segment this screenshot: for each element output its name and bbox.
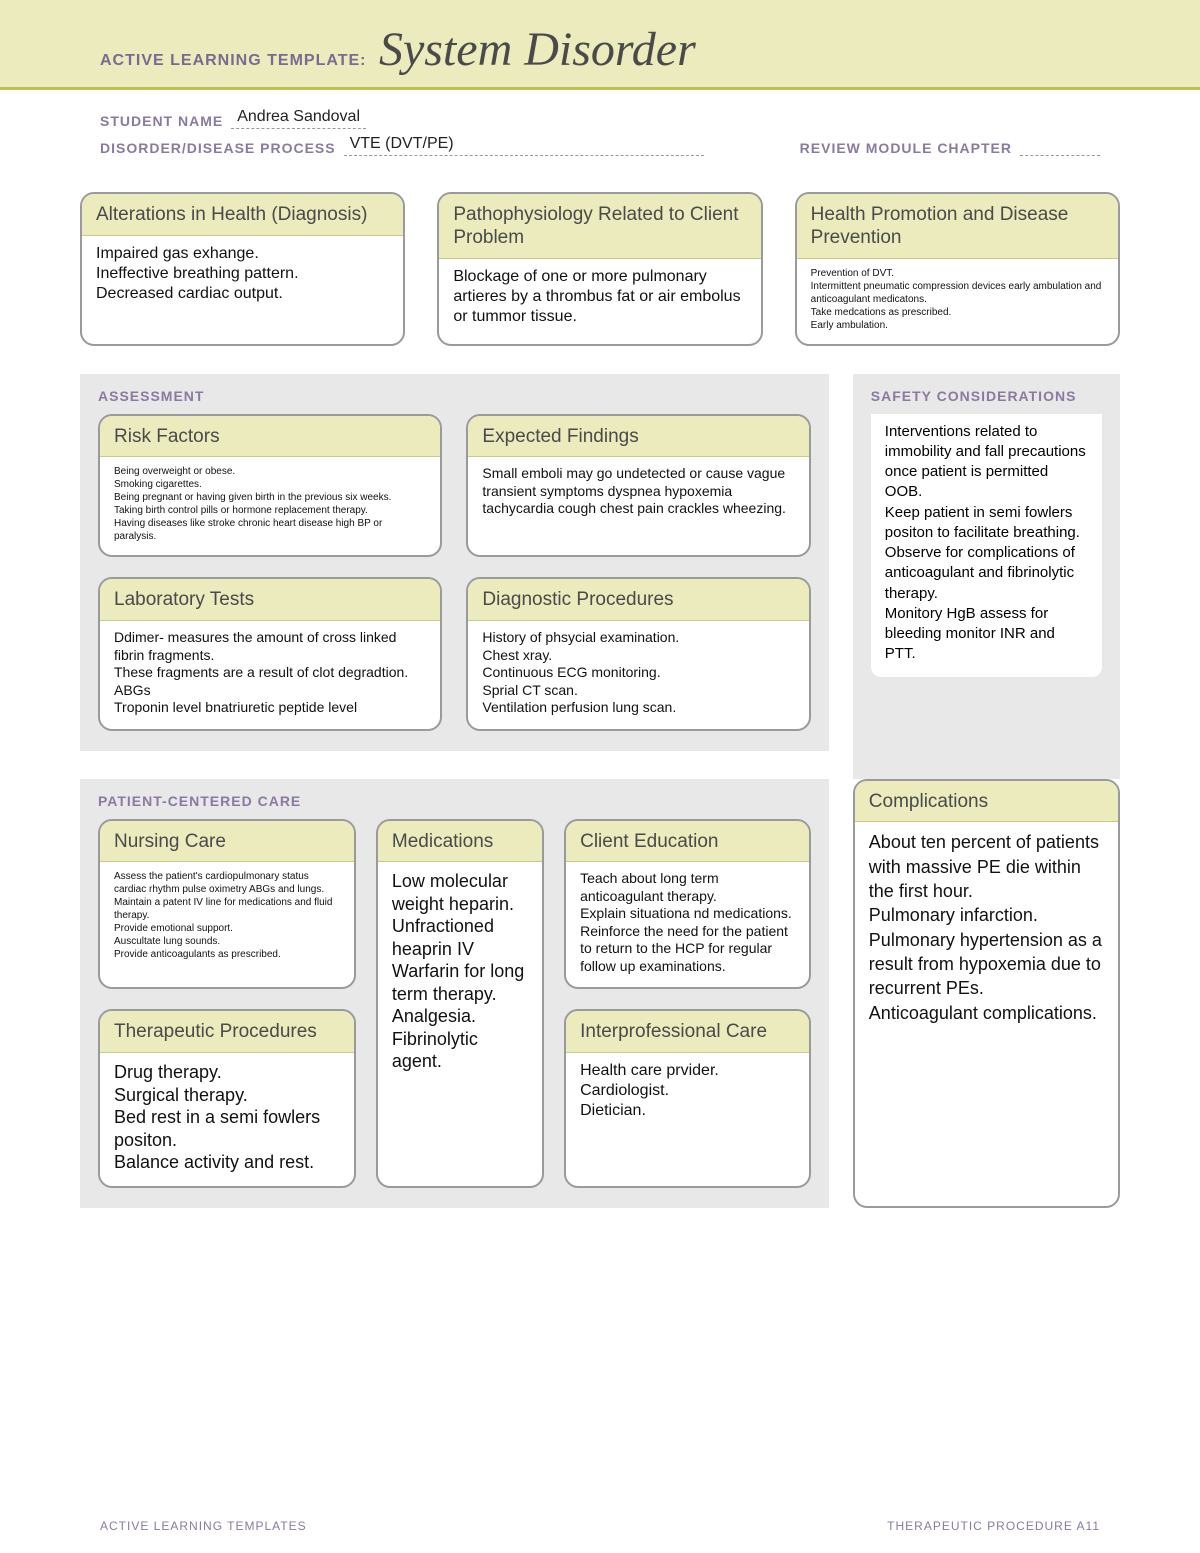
chapter-field[interactable] — [1020, 153, 1100, 156]
assessment-wrap: ASSESSMENT Risk Factors Being overweight… — [80, 374, 1120, 779]
interprof-body: Health care prvider. Cardiologist. Dieti… — [566, 1053, 809, 1186]
meds-body: Low molecular weight heparin. Unfraction… — [378, 862, 542, 1185]
nursing-title: Nursing Care — [100, 821, 354, 863]
patho-title: Pathophysiology Related to Client Proble… — [439, 194, 760, 259]
therapeutic-card: Therapeutic Procedures Drug therapy. Sur… — [98, 1009, 356, 1187]
meta-block: STUDENT NAME Andrea Sandoval DISORDER/DI… — [0, 90, 1200, 172]
findings-title: Expected Findings — [468, 416, 808, 458]
risk-card: Risk Factors Being overweight or obese. … — [98, 414, 442, 558]
patho-card: Pathophysiology Related to Client Proble… — [437, 192, 762, 346]
edu-card: Client Education Teach about long term a… — [564, 819, 811, 990]
labs-body: Ddimer- measures the amount of cross lin… — [100, 621, 440, 729]
disorder-label: DISORDER/DISEASE PROCESS — [100, 140, 336, 156]
nursing-body: Assess the patient's cardiopulmonary sta… — [100, 862, 354, 987]
health-promo-body: Prevention of DVT. Intermittent pneumati… — [797, 259, 1118, 344]
findings-card: Expected Findings Small emboli may go un… — [466, 414, 810, 558]
patho-body: Blockage of one or more pulmonary artier… — [439, 259, 760, 344]
edu-body: Teach about long term anticoagulant ther… — [566, 862, 809, 987]
nursing-card: Nursing Care Assess the patient's cardio… — [98, 819, 356, 990]
page-title: System Disorder — [379, 23, 696, 76]
disorder-row: DISORDER/DISEASE PROCESS VTE (DVT/PE) RE… — [100, 135, 1100, 156]
diag-card: Diagnostic Procedures History of phsycia… — [466, 577, 810, 730]
student-name-label: STUDENT NAME — [100, 113, 223, 129]
top-row: Alterations in Health (Diagnosis) Impair… — [80, 192, 1120, 346]
labs-card: Laboratory Tests Ddimer- measures the am… — [98, 577, 442, 730]
pcc-wrap: PATIENT-CENTERED CARE Nursing Care Asses… — [80, 779, 1120, 1208]
meds-title: Medications — [378, 821, 542, 863]
pcc-section: PATIENT-CENTERED CARE Nursing Care Asses… — [80, 779, 829, 1208]
alterations-title: Alterations in Health (Diagnosis) — [82, 194, 403, 236]
health-promo-card: Health Promotion and Disease Prevention … — [795, 192, 1120, 346]
assessment-label: ASSESSMENT — [98, 388, 811, 404]
complications-title: Complications — [855, 781, 1118, 823]
meds-card: Medications Low molecular weight heparin… — [376, 819, 544, 1188]
findings-body: Small emboli may go undetected or cause … — [468, 457, 808, 555]
diag-body: History of phsycial examination. Chest x… — [468, 621, 808, 729]
edu-title: Client Education — [566, 821, 809, 863]
interprof-title: Interprofessional Care — [566, 1011, 809, 1053]
footer-left: ACTIVE LEARNING TEMPLATES — [100, 1519, 307, 1533]
interprof-card: Interprofessional Care Health care prvid… — [564, 1009, 811, 1187]
labs-title: Laboratory Tests — [100, 579, 440, 621]
pcc-grid: Nursing Care Assess the patient's cardio… — [98, 819, 811, 1188]
alterations-body: Impaired gas exhange. Ineffective breath… — [82, 236, 403, 344]
assessment-section: ASSESSMENT Risk Factors Being overweight… — [80, 374, 829, 751]
health-promo-title: Health Promotion and Disease Prevention — [797, 194, 1118, 259]
header-prefix: ACTIVE LEARNING TEMPLATE: — [100, 52, 366, 69]
content: Alterations in Health (Diagnosis) Impair… — [0, 172, 1200, 1208]
complications-body: About ten percent of patients with massi… — [855, 822, 1118, 1205]
page: ACTIVE LEARNING TEMPLATE: System Disorde… — [0, 0, 1200, 1553]
complications-card: Complications About ten percent of patie… — [853, 779, 1120, 1208]
student-name-field[interactable]: Andrea Sandoval — [231, 108, 366, 129]
footer-right: THERAPEUTIC PROCEDURE A11 — [887, 1519, 1100, 1533]
safety-label: SAFETY CONSIDERATIONS — [871, 388, 1102, 404]
risk-body: Being overweight or obese. Smoking cigar… — [100, 457, 440, 555]
therapeutic-title: Therapeutic Procedures — [100, 1011, 354, 1053]
safety-section: SAFETY CONSIDERATIONS Interventions rela… — [853, 374, 1120, 779]
disorder-field[interactable]: VTE (DVT/PE) — [344, 135, 704, 156]
safety-column: SAFETY CONSIDERATIONS Interventions rela… — [853, 374, 1120, 779]
alterations-card: Alterations in Health (Diagnosis) Impair… — [80, 192, 405, 346]
footer: ACTIVE LEARNING TEMPLATES THERAPEUTIC PR… — [0, 1519, 1200, 1533]
assessment-grid: Risk Factors Being overweight or obese. … — [98, 414, 811, 731]
chapter-label: REVIEW MODULE CHAPTER — [800, 140, 1012, 156]
pcc-label: PATIENT-CENTERED CARE — [98, 793, 811, 809]
risk-title: Risk Factors — [100, 416, 440, 458]
therapeutic-body: Drug therapy. Surgical therapy. Bed rest… — [100, 1053, 354, 1186]
safety-body: Interventions related to immobility and … — [871, 414, 1102, 677]
diag-title: Diagnostic Procedures — [468, 579, 808, 621]
header-band: ACTIVE LEARNING TEMPLATE: System Disorde… — [0, 0, 1200, 90]
student-row: STUDENT NAME Andrea Sandoval — [100, 108, 1100, 129]
complications-column: Complications About ten percent of patie… — [853, 779, 1120, 1208]
